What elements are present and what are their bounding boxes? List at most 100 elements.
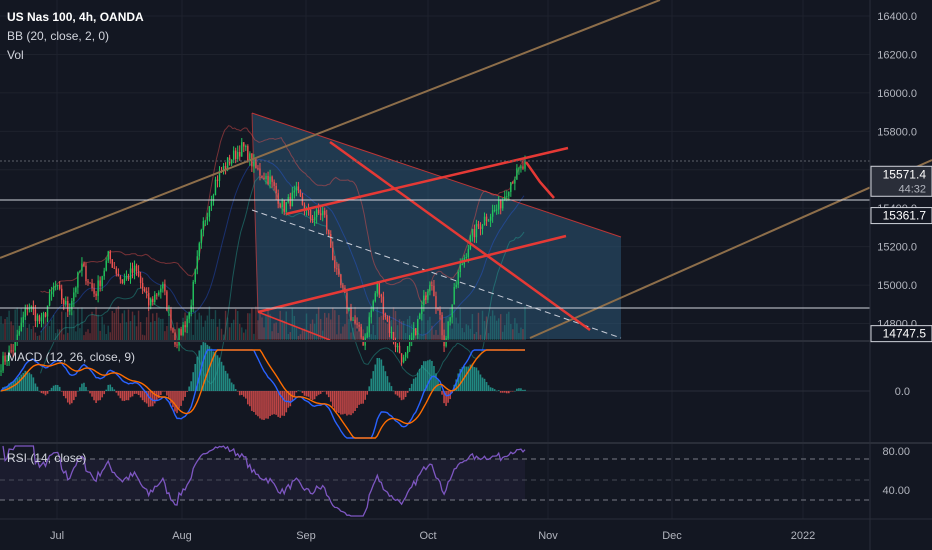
- candle-body: [394, 342, 397, 348]
- macd-histogram-bar: [259, 391, 261, 419]
- macd-pane: [0, 342, 870, 439]
- drawing-tools-back: [251, 112, 622, 339]
- volume-bar: [42, 315, 45, 340]
- volume-bar: [287, 333, 289, 340]
- macd-histogram-bar: [170, 391, 172, 404]
- macd-histogram-bar: [497, 390, 500, 391]
- trendline-lower-rising: [257, 234, 567, 314]
- candle-body: [295, 186, 298, 191]
- volume-bar: [143, 335, 146, 340]
- volume-bar: [34, 332, 37, 340]
- macd-histogram-bar: [275, 391, 277, 415]
- volume-bar: [433, 334, 435, 340]
- candle-body: [265, 175, 267, 180]
- candle-body: [415, 328, 417, 335]
- macd-histogram-bar: [168, 391, 170, 398]
- time-tick-label: Dec: [662, 530, 682, 542]
- macd-histogram-bar: [261, 391, 263, 420]
- volume-bar: [137, 310, 140, 340]
- rsi-tick-label: 80.00: [882, 446, 910, 458]
- price-tag-countdown: 44:32: [898, 183, 926, 195]
- volume-bar: [261, 317, 263, 340]
- volume-bar: [117, 306, 120, 340]
- candle-body: [156, 294, 158, 296]
- macd-histogram-bar: [362, 391, 364, 404]
- volume-bar: [129, 321, 132, 340]
- candle-body: [485, 216, 488, 221]
- macd-histogram-bar: [402, 391, 405, 400]
- volume-bar: [101, 316, 103, 340]
- volume-bar: [297, 335, 300, 340]
- candle-body: [473, 229, 476, 238]
- candle-body: [79, 270, 81, 273]
- volume-bar: [465, 324, 468, 340]
- candle-body: [26, 308, 29, 310]
- volume-bar: [239, 323, 241, 340]
- price-tags: 15571.4 44:32 15361.7 14747.5: [870, 165, 932, 343]
- volume-bar: [154, 321, 156, 340]
- wedge-left-edge: [251, 112, 259, 313]
- volume-bar: [451, 328, 453, 340]
- candle-body: [366, 332, 368, 338]
- macd-histogram-bar: [293, 391, 296, 397]
- projection-arrow: [524, 161, 555, 199]
- macd-histogram-bar: [499, 391, 502, 393]
- candle-body: [510, 182, 512, 192]
- macd-histogram-bar: [184, 391, 186, 397]
- volume-bar: [222, 334, 225, 340]
- volume-bar: [145, 317, 148, 340]
- volume-bar: [352, 327, 354, 340]
- candle-body: [58, 284, 61, 289]
- candle-body: [67, 301, 69, 312]
- trendline-descending: [329, 140, 591, 332]
- candle-body: [522, 166, 524, 169]
- volume-bar: [220, 328, 223, 340]
- macd-histogram-bar: [158, 391, 160, 399]
- volume-bar: [502, 331, 504, 340]
- volume-bar: [319, 318, 322, 340]
- candle-body: [283, 200, 285, 212]
- volume-bar: [394, 311, 397, 340]
- candle-body: [435, 296, 437, 308]
- volume-bar: [147, 311, 150, 340]
- time-axis[interactable]: Jul Aug Sep Oct Nov Dec 2022: [50, 530, 815, 542]
- candle-body: [71, 300, 73, 310]
- macd-histogram-bar: [26, 371, 29, 391]
- candle-body: [477, 223, 480, 227]
- volume-bar: [520, 327, 522, 340]
- macd-histogram-bar: [289, 391, 292, 407]
- macd-histogram-bar: [303, 391, 306, 396]
- macd-histogram-bar: [109, 384, 112, 391]
- volume-bar: [22, 314, 24, 340]
- candle-body: [471, 229, 474, 236]
- candle-body: [427, 291, 429, 300]
- macd-histogram-bar: [477, 370, 480, 391]
- macd-histogram-bar: [317, 391, 320, 395]
- candle-body: [166, 291, 168, 311]
- volume-bar: [32, 325, 35, 340]
- candle-body: [172, 328, 174, 333]
- macd-histogram-bar: [441, 391, 443, 395]
- candle-body: [293, 190, 296, 193]
- candle-body: [85, 265, 87, 282]
- candle-body: [129, 268, 132, 280]
- candle-body: [196, 256, 198, 270]
- volume-bar: [50, 319, 53, 340]
- candle-body: [433, 285, 435, 297]
- macd-histogram-bar: [421, 365, 423, 391]
- macd-histogram-bar: [406, 391, 409, 393]
- volume-bar: [303, 328, 306, 340]
- candle-body: [356, 323, 358, 325]
- candle-body: [24, 308, 26, 318]
- candle-body: [133, 265, 136, 273]
- macd-histogram-bar: [176, 391, 178, 414]
- candle-body: [54, 285, 57, 287]
- candle-body: [297, 186, 300, 191]
- macd-histogram-bar: [228, 378, 231, 391]
- price-axis[interactable]: 16400.016200.016000.015800.015600.015400…: [877, 11, 917, 497]
- candle-body: [16, 334, 18, 341]
- channel-line-upper: [0, 0, 661, 259]
- macd-histogram-bar: [495, 390, 498, 392]
- candle-body: [330, 234, 332, 248]
